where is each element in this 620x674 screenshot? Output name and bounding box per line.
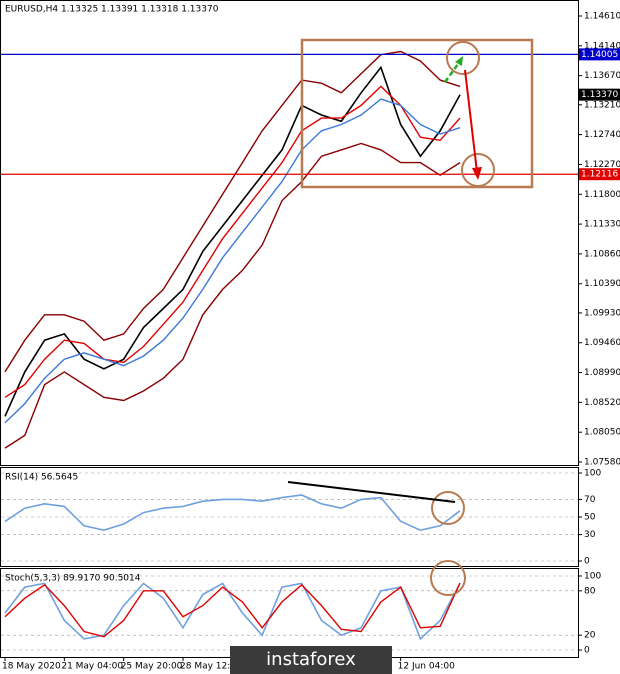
y-tick-label: 1.08990	[584, 368, 620, 378]
series-line	[4, 142, 461, 449]
y-tick-label: 20	[584, 631, 596, 641]
y-tick-label: 1.08520	[584, 398, 620, 408]
panel-title: RSI(14) 56.5645	[5, 473, 78, 483]
y-tick-label: 1.10860	[584, 249, 620, 259]
price-tag-label: 1.13370	[581, 90, 618, 100]
main-panel	[0, 0, 579, 466]
y-tick-label: 1.09460	[584, 338, 620, 348]
y-tick-label: 1.07580	[584, 458, 620, 468]
circle	[430, 560, 466, 596]
arrow-head	[472, 167, 482, 180]
series-line	[4, 85, 461, 398]
x-tick-label: 28 May 12:00	[180, 662, 242, 672]
range-box	[300, 38, 534, 189]
y-tick-label: 80	[584, 586, 596, 596]
panel-title: EURUSD,H4 1.13325 1.13391 1.13318 1.1337…	[5, 5, 219, 15]
price-tag-label: 1.12116	[581, 170, 618, 180]
series-line	[4, 582, 461, 641]
logo: instaforex	[266, 649, 356, 670]
y-tick-label: 1.11330	[584, 220, 620, 230]
y-tick-label: 100	[584, 469, 601, 479]
x-tick-label: 18 May 2020	[2, 662, 61, 672]
y-tick-label: 1.10390	[584, 279, 620, 289]
arrow-head	[455, 56, 463, 66]
price-tag	[579, 88, 620, 101]
y-tick-label: 1.11800	[584, 190, 620, 200]
x-tick-label: 21 May 04:00	[61, 662, 123, 672]
series-line	[4, 98, 461, 424]
rsi-trendline	[287, 481, 456, 503]
circle	[461, 153, 495, 187]
down-arrow	[464, 69, 478, 173]
panel-title: Stoch(5,3,3) 89.9170 90.5014	[5, 574, 141, 584]
y-tick-label: 1.12270	[584, 160, 620, 170]
series-line	[4, 494, 461, 532]
y-tick-label: 0	[584, 557, 590, 567]
y-tick-label: 1.13670	[584, 71, 620, 81]
y-tick-label: 70	[584, 495, 596, 505]
y-tick-label: 1.09930	[584, 308, 620, 318]
y-tick-label: 1.12740	[584, 130, 620, 140]
y-tick-label: 1.13210	[584, 100, 620, 110]
y-tick-label: 30	[584, 530, 596, 540]
logo-box	[230, 646, 392, 674]
y-tick-label: 1.08050	[584, 428, 620, 438]
price-tag-label: 1.14005	[581, 50, 618, 60]
y-tick-label: 1.14140	[584, 41, 620, 51]
series-line	[4, 582, 461, 638]
circle	[431, 491, 465, 525]
series-line	[4, 65, 461, 417]
y-tick-label: 100	[584, 572, 601, 582]
circle	[446, 41, 480, 75]
price-tag	[579, 168, 620, 181]
y-tick-label: 0	[584, 646, 590, 656]
x-tick-label: 12 Jun 04:00	[398, 662, 455, 672]
annotations	[287, 38, 534, 596]
up-arrow	[443, 59, 463, 83]
price-tag	[579, 48, 620, 61]
y-tick-label: 1.14610	[584, 11, 620, 21]
y-tick-label: 50	[584, 513, 596, 523]
x-tick-label: 25 May 20:00	[121, 662, 183, 672]
